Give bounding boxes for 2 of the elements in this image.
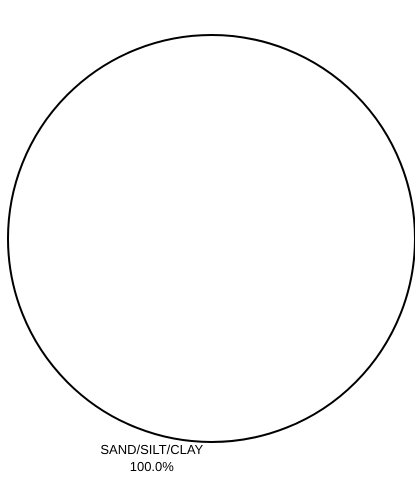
data-label: 100.0% [130, 458, 174, 474]
slice-label: SAND/SILT/CLAY [100, 442, 204, 457]
